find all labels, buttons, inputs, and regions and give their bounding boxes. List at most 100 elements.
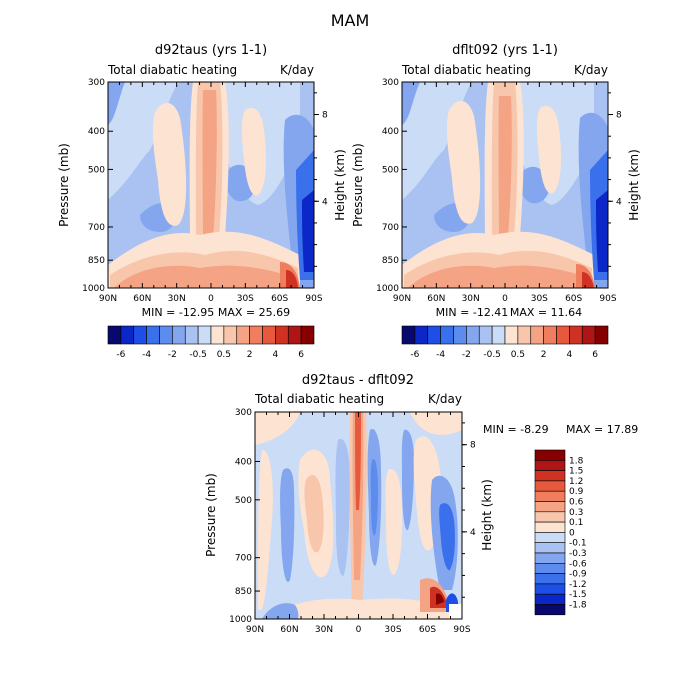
- field-region-surface-heating: [408, 265, 590, 288]
- plot-axes: 90N 60N 30N 0 30S 60S 90S 300 400 500 700 850 1000 8 4: [376, 78, 622, 304]
- x-tick-label: 60N: [427, 294, 445, 304]
- colorbar-box: [107, 325, 122, 345]
- panel-units-label: K/day: [574, 63, 608, 77]
- field-region-streak: [439, 503, 455, 571]
- axis-ylabel2: Height (km): [333, 149, 347, 220]
- colorbar: -6 -4 -2 -0.5 0.5 2 4 6: [107, 325, 315, 360]
- axis-ylabel2: Height (km): [627, 149, 641, 220]
- field-region-strong-neg: [302, 190, 314, 272]
- colorbar-box: [581, 325, 596, 345]
- x-tick-label: 0: [208, 294, 214, 304]
- panel-left-label: Total diabatic heating: [401, 63, 531, 77]
- panel-title: d92taus - dflt092: [302, 373, 414, 388]
- field-region-warm-ne: [536, 106, 561, 194]
- colorbar-box: [262, 325, 276, 345]
- axis-ylabel: Pressure (mb): [204, 473, 218, 557]
- min-label: MIN = -8.29: [483, 423, 549, 436]
- colorbar-label: 2: [541, 350, 547, 360]
- field-region-warm-core: [498, 96, 512, 236]
- colorbar-box: [478, 325, 493, 345]
- colorbar-box: [534, 562, 566, 574]
- colorbar-label: -2: [168, 350, 177, 360]
- colorbar-box: [210, 325, 225, 345]
- colorbar-box: [453, 325, 467, 345]
- height-tick-label: 8: [470, 441, 476, 451]
- max-label: MAX = 11.64: [510, 306, 582, 319]
- panel-left-label: Total diabatic heating: [107, 63, 237, 77]
- panel-bottom: d92taus - dflt092 Total diabatic heating…: [204, 373, 638, 635]
- colorbar-box: [172, 325, 186, 345]
- colorbar-box: [440, 325, 454, 345]
- colorbar-label: -1.2: [569, 580, 587, 590]
- x-tick-label: 90S: [453, 625, 470, 635]
- colorbar-label: 0.6: [569, 498, 584, 508]
- x-tick-label: 60N: [280, 625, 298, 635]
- colorbar-box: [287, 325, 302, 345]
- colorbar-label: 1.2: [569, 477, 583, 487]
- y-tick-label: 500: [88, 165, 105, 175]
- colorbar-label: 6: [592, 350, 598, 360]
- colorbar-label: 1.5: [569, 467, 583, 477]
- colorbar-box: [184, 325, 199, 345]
- x-tick-label: 90N: [99, 294, 117, 304]
- y-tick-label: 400: [88, 127, 105, 137]
- colorbar-box: [534, 490, 566, 502]
- field-region-top-band: [255, 412, 300, 445]
- colorbar-box: [534, 542, 566, 554]
- plot-field: [402, 82, 608, 288]
- colorbar-box: [504, 325, 519, 345]
- y-tick-label: 850: [382, 256, 399, 266]
- y-tick-label: 700: [88, 223, 105, 233]
- field-region-surface-heating: [582, 272, 594, 288]
- y-tick-label: 700: [235, 554, 252, 564]
- axis-ylabel: Pressure (mb): [351, 143, 365, 227]
- colorbar-label: -0.5: [189, 350, 207, 360]
- field-region-surface-dipole: [265, 598, 450, 619]
- colorbar-box: [534, 604, 566, 616]
- panel-top-right: dflt092 (yrs 1-1) Total diabatic heating…: [351, 43, 641, 360]
- field-region-mid-neg: [108, 82, 125, 125]
- panel-units-label: K/day: [428, 392, 462, 406]
- field-region-mid-neg: [402, 82, 420, 125]
- height-tick-label: 4: [616, 197, 622, 207]
- colorbar-label: -6: [410, 350, 419, 360]
- panel-left-label: Total diabatic heating: [254, 392, 384, 406]
- colorbar-box: [534, 552, 566, 564]
- colorbar-box: [534, 480, 566, 492]
- y-tick-label: 850: [88, 256, 105, 266]
- panel-units-label: K/day: [280, 63, 314, 77]
- colorbar-box: [223, 325, 238, 345]
- max-label: MAX = 17.89: [566, 423, 638, 436]
- panel-title: d92taus (yrs 1-1): [155, 43, 267, 58]
- colorbar-box: [534, 470, 566, 482]
- colorbar-label: 4: [567, 350, 573, 360]
- colorbar-label: -0.9: [569, 570, 587, 580]
- y-tick-label: 300: [88, 78, 105, 88]
- y-tick-label: 1000: [229, 615, 252, 625]
- colorbar-label: 0.1: [569, 518, 583, 528]
- x-tick-label: 30N: [315, 625, 333, 635]
- colorbar-box: [401, 325, 416, 345]
- plot-field: [108, 82, 314, 288]
- field-region-missing: [449, 604, 462, 619]
- x-tick-label: 90S: [305, 294, 322, 304]
- x-tick-label: 30S: [384, 625, 401, 635]
- x-tick-label: 30S: [237, 294, 254, 304]
- colorbar-box: [159, 325, 173, 345]
- colorbar-box: [197, 325, 212, 345]
- x-tick-label: 60S: [565, 294, 582, 304]
- field-region-streak: [401, 429, 414, 531]
- field-region-streak: [257, 449, 273, 610]
- colorbar-label: 2: [247, 350, 253, 360]
- min-label: MIN = -12.41: [436, 306, 509, 319]
- colorbar-box: [594, 325, 609, 345]
- colorbar-label: 0.9: [569, 487, 584, 497]
- colorbar-box: [569, 325, 583, 345]
- field-region-warm-ne: [152, 102, 187, 226]
- y-tick-label: 400: [382, 127, 399, 137]
- colorbar-box: [530, 325, 544, 345]
- field-region-streak: [304, 475, 324, 553]
- colorbar-label: -4: [142, 350, 151, 360]
- x-tick-label: 30S: [531, 294, 548, 304]
